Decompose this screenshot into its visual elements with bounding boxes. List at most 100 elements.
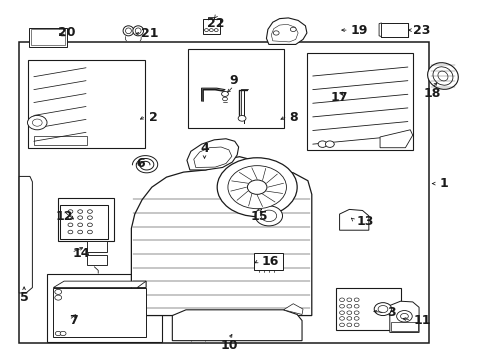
Text: 20: 20 <box>58 26 76 39</box>
Polygon shape <box>172 310 302 341</box>
Text: 6: 6 <box>136 157 144 170</box>
Circle shape <box>255 206 282 226</box>
Text: 12: 12 <box>55 211 73 224</box>
Circle shape <box>377 306 387 313</box>
Circle shape <box>55 289 61 294</box>
Bar <box>380 23 407 37</box>
Circle shape <box>247 180 266 194</box>
Circle shape <box>346 323 351 327</box>
Ellipse shape <box>427 63 457 89</box>
Polygon shape <box>339 210 368 230</box>
Circle shape <box>222 97 227 101</box>
Ellipse shape <box>123 26 134 36</box>
Circle shape <box>339 305 344 308</box>
Bar <box>87 255 107 265</box>
Circle shape <box>68 230 73 234</box>
Ellipse shape <box>135 28 141 34</box>
Circle shape <box>339 298 344 302</box>
Bar <box>203 19 219 34</box>
Polygon shape <box>19 176 32 293</box>
Circle shape <box>32 119 42 126</box>
Circle shape <box>325 141 333 147</box>
Polygon shape <box>186 139 238 170</box>
Bar <box>335 288 400 330</box>
Text: 7: 7 <box>69 314 78 327</box>
Bar <box>27 60 144 148</box>
Circle shape <box>55 331 61 336</box>
Bar <box>390 322 417 331</box>
Ellipse shape <box>125 28 131 34</box>
Text: 4: 4 <box>200 142 208 155</box>
Bar <box>87 241 107 252</box>
Bar <box>34 136 87 145</box>
Text: 16: 16 <box>261 255 278 268</box>
Text: 9: 9 <box>229 74 238 87</box>
Circle shape <box>68 223 73 226</box>
Text: 22: 22 <box>207 17 224 30</box>
Circle shape <box>373 303 391 316</box>
Text: 1: 1 <box>439 177 447 190</box>
Circle shape <box>60 331 66 336</box>
Polygon shape <box>53 281 146 288</box>
Circle shape <box>346 311 351 315</box>
Circle shape <box>346 305 351 308</box>
Circle shape <box>353 323 358 327</box>
Bar <box>58 198 114 241</box>
Circle shape <box>353 298 358 302</box>
Text: 15: 15 <box>250 211 267 224</box>
Circle shape <box>68 210 73 213</box>
Circle shape <box>87 223 92 226</box>
Text: 23: 23 <box>412 24 429 37</box>
Circle shape <box>290 27 296 32</box>
Ellipse shape <box>432 67 452 85</box>
Bar <box>60 205 108 239</box>
Circle shape <box>68 216 73 220</box>
Circle shape <box>87 230 92 234</box>
Polygon shape <box>137 281 146 288</box>
Text: 21: 21 <box>141 27 158 40</box>
Text: 11: 11 <box>412 314 430 327</box>
Text: 5: 5 <box>20 291 28 304</box>
Circle shape <box>353 305 358 308</box>
Circle shape <box>339 311 344 315</box>
Bar <box>188 49 283 128</box>
Text: 10: 10 <box>220 338 237 351</box>
Circle shape <box>78 216 82 220</box>
Polygon shape <box>389 301 418 332</box>
Circle shape <box>261 210 276 222</box>
Circle shape <box>227 166 286 209</box>
Polygon shape <box>266 18 306 44</box>
Circle shape <box>78 230 82 234</box>
Circle shape <box>55 295 61 300</box>
Circle shape <box>318 141 326 147</box>
Circle shape <box>78 223 82 226</box>
Polygon shape <box>283 304 303 315</box>
Text: 2: 2 <box>149 111 158 124</box>
Circle shape <box>238 116 245 121</box>
Circle shape <box>204 29 208 32</box>
Ellipse shape <box>133 26 143 36</box>
Bar <box>47 274 161 342</box>
Circle shape <box>87 210 92 213</box>
Bar <box>306 53 412 149</box>
Circle shape <box>78 210 82 213</box>
Text: 14: 14 <box>73 247 90 260</box>
Circle shape <box>353 311 358 315</box>
Circle shape <box>214 29 218 32</box>
Circle shape <box>209 29 213 32</box>
Circle shape <box>396 311 411 322</box>
Circle shape <box>87 216 92 220</box>
Bar <box>29 28 67 46</box>
Circle shape <box>27 116 47 130</box>
Bar <box>31 30 65 45</box>
Text: 19: 19 <box>350 24 367 37</box>
Ellipse shape <box>437 71 447 81</box>
Circle shape <box>400 314 407 319</box>
Circle shape <box>339 323 344 327</box>
Bar <box>254 253 282 270</box>
Polygon shape <box>378 23 381 37</box>
Circle shape <box>339 317 344 320</box>
Circle shape <box>217 158 297 217</box>
Text: 8: 8 <box>289 111 297 124</box>
Polygon shape <box>131 157 311 316</box>
